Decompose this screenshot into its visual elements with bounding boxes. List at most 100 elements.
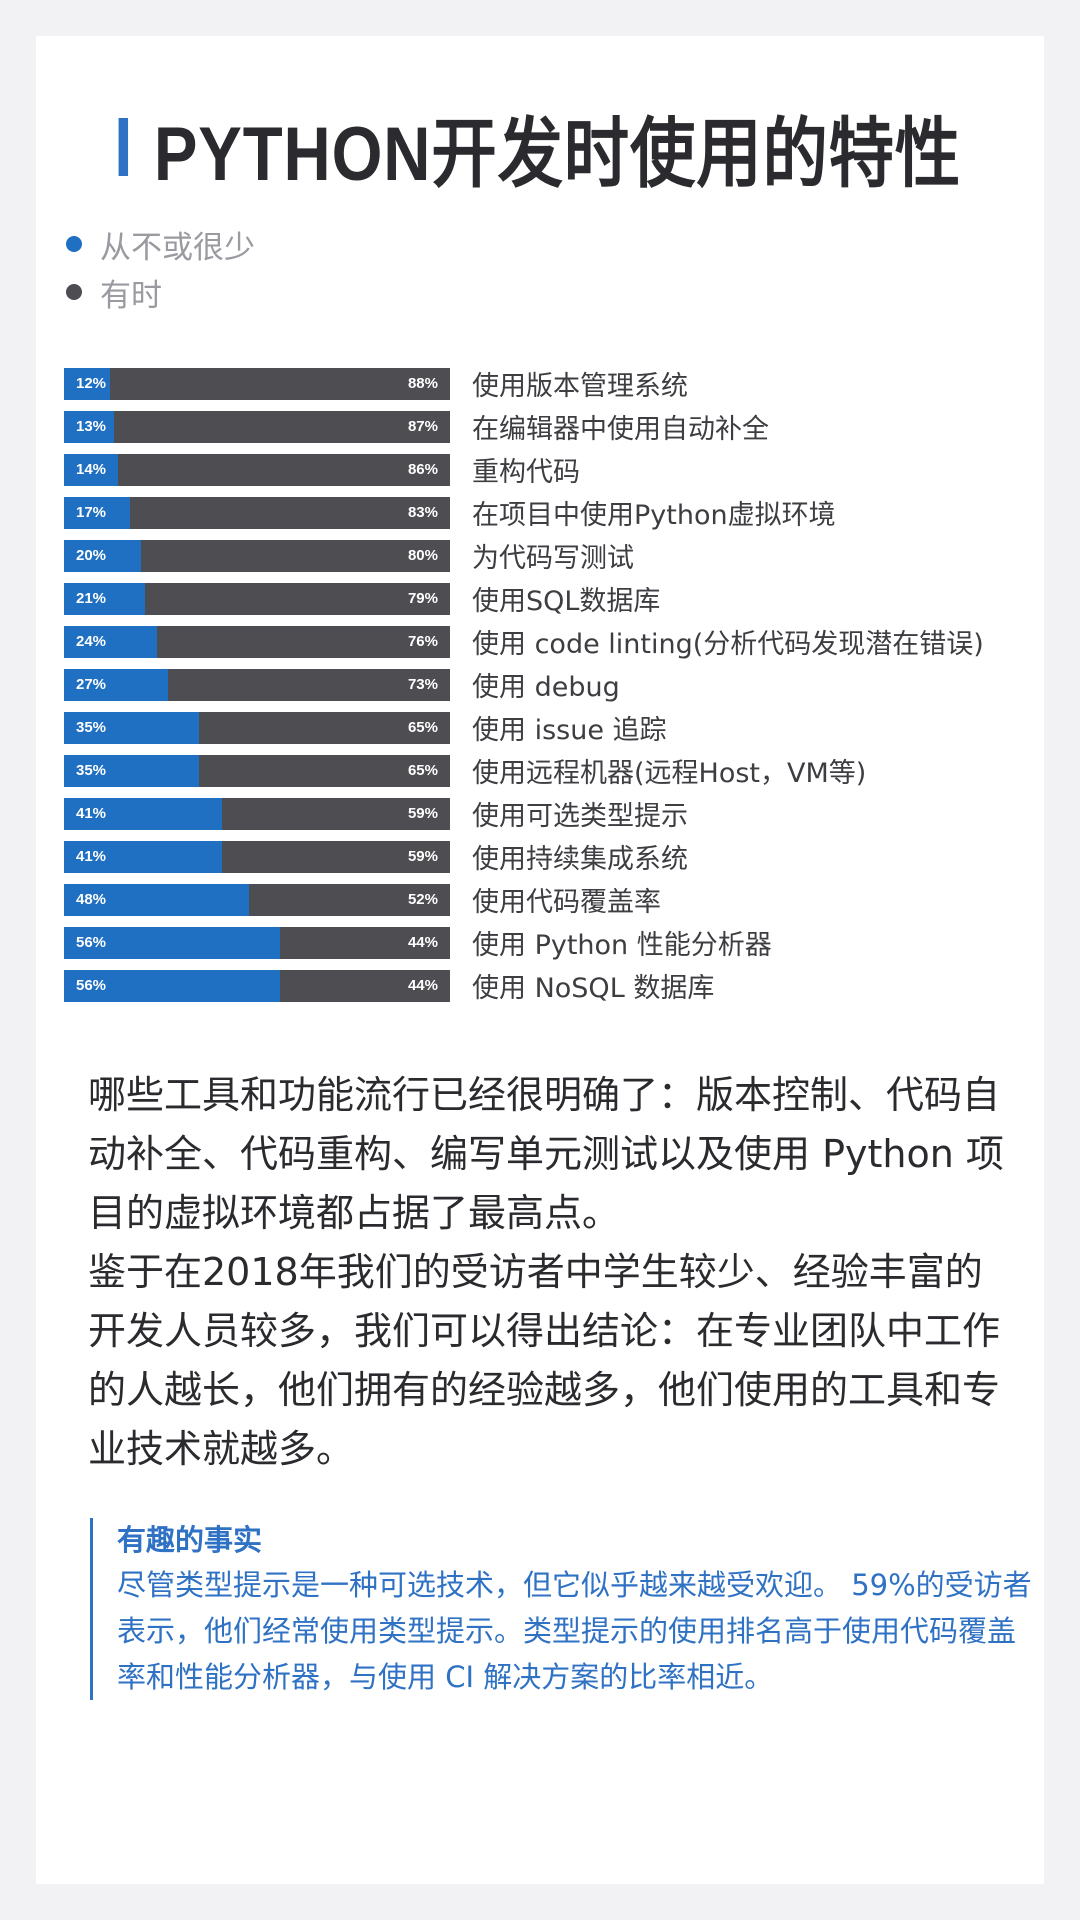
data-label-never: 41%	[76, 847, 107, 865]
body-text: 哪些工具和功能流行已经很明确了：版本控制、代码自动补全、代码重构、编写单元测试以…	[88, 1066, 1008, 1479]
data-label-never: 14%	[76, 460, 107, 478]
category-label: 使用版本管理系统	[472, 371, 688, 402]
category-label: 使用持续集成系统	[472, 844, 688, 875]
stacked-bar: 27% 73%	[64, 668, 450, 701]
bar-segment-never	[64, 453, 119, 486]
bar-segment-sometimes	[110, 367, 450, 400]
chart-row: 13% 87% 在编辑器中使用自动补全	[64, 405, 984, 448]
fun-fact-title: 有趣的事实	[117, 1523, 263, 1557]
chart-row: 41% 59% 使用可选类型提示	[64, 792, 984, 835]
chart-row: 12% 88% 使用版本管理系统	[64, 362, 984, 405]
legend-item-never: 从不或很少	[66, 220, 255, 268]
data-label-never: 12%	[76, 374, 107, 392]
stacked-bar: 12% 88%	[64, 367, 450, 400]
category-label: 使用 issue 追踪	[472, 715, 667, 746]
bar-segment-sometimes	[249, 883, 450, 916]
stacked-bar: 56% 44%	[64, 926, 450, 959]
bar-segment-never	[64, 625, 157, 658]
bar-segment-never	[64, 410, 115, 443]
data-label-never: 21%	[76, 589, 107, 607]
legend-label-never: 从不或很少	[100, 229, 255, 266]
category-label: 使用可选类型提示	[472, 801, 688, 832]
legend-item-sometimes: 有时	[66, 268, 255, 316]
stacked-bar: 35% 65%	[64, 711, 450, 744]
bar-segment-never	[64, 754, 200, 787]
data-label-sometimes: 73%	[407, 675, 438, 693]
data-label-never: 41%	[76, 804, 107, 822]
bar-segment-never	[64, 840, 223, 873]
stacked-bar: 13% 87%	[64, 410, 450, 443]
bar-segment-sometimes	[168, 668, 450, 701]
data-label-sometimes: 44%	[407, 976, 438, 994]
data-label-never: 35%	[76, 761, 107, 779]
title-section: PYTHON开发时使用的特性	[0, 92, 1080, 202]
bar-segment-never	[64, 926, 281, 959]
bar-segment-never	[64, 797, 223, 830]
chart-row: 35% 65% 使用 issue 追踪	[64, 706, 984, 749]
category-label: 为代码写测试	[472, 543, 634, 574]
stacked-bar: 48% 52%	[64, 883, 450, 916]
stacked-bar: 56% 44%	[64, 969, 450, 1002]
legend-swatch-never	[66, 236, 82, 252]
legend-swatch-sometimes	[66, 284, 82, 300]
bar-segment-sometimes	[141, 539, 450, 572]
bar-segment-sometimes	[129, 496, 450, 529]
data-label-sometimes: 59%	[407, 847, 438, 865]
category-label: 使用 code linting(分析代码发现潜在错误)	[472, 629, 984, 660]
category-label: 使用SQL数据库	[472, 586, 661, 617]
data-label-never: 27%	[76, 675, 107, 693]
bar-segment-sometimes	[118, 453, 450, 486]
chart-row: 35% 65% 使用远程机器(远程Host，VM等)	[64, 749, 984, 792]
stacked-bar: 35% 65%	[64, 754, 450, 787]
data-label-never: 35%	[76, 718, 107, 736]
legend-label-sometimes: 有时	[100, 277, 162, 314]
data-label-sometimes: 59%	[407, 804, 438, 822]
data-label-sometimes: 44%	[407, 933, 438, 951]
bar-segment-sometimes	[280, 926, 450, 959]
bar-segment-sometimes	[222, 840, 450, 873]
stacked-bar: 41% 59%	[64, 797, 450, 830]
bar-segment-never	[64, 883, 250, 916]
fun-fact-body: 尽管类型提示是一种可选技术，但它似乎越来越受欢迎。 59%的受访者表示，他们经常…	[117, 1568, 1032, 1694]
chart-row: 41% 59% 使用持续集成系统	[64, 835, 984, 878]
stacked-bar-chart: 12% 88% 使用版本管理系统 13% 87% 在编辑器中使用自动补全 14% 86% 重构代…	[64, 362, 984, 1007]
category-label: 使用 debug	[472, 672, 620, 703]
data-label-sometimes: 86%	[407, 460, 438, 478]
data-label-sometimes: 65%	[407, 718, 438, 736]
data-label-never: 56%	[76, 976, 107, 994]
chart-row: 21% 79% 使用SQL数据库	[64, 577, 984, 620]
data-label-sometimes: 88%	[407, 374, 438, 392]
chart-row: 56% 44% 使用 Python 性能分析器	[64, 921, 984, 964]
page-title-text: PYTHON开发时使用的特性	[153, 112, 962, 197]
fun-fact-callout: 有趣的事实 尽管类型提示是一种可选技术，但它似乎越来越受欢迎。 59%的受访者表…	[90, 1518, 1037, 1700]
data-label-never: 13%	[76, 417, 107, 435]
bar-segment-never	[64, 668, 169, 701]
chart-row: 27% 73% 使用 debug	[64, 663, 984, 706]
data-label-never: 56%	[76, 933, 107, 951]
category-label: 在编辑器中使用自动补全	[472, 414, 769, 445]
body-paragraph: 鉴于在2018年我们的受访者中学生较少、经验丰富的开发人员较多，我们可以得出结论…	[88, 1250, 1001, 1471]
bar-segment-sometimes	[280, 969, 450, 1002]
bar-segment-never	[64, 582, 146, 615]
title-accent-bar	[118, 118, 129, 176]
data-label-sometimes: 76%	[407, 632, 438, 650]
category-label: 重构代码	[472, 457, 580, 488]
content-card	[36, 36, 1044, 1884]
bar-segment-sometimes	[199, 754, 450, 787]
bar-segment-never	[64, 367, 111, 400]
bar-segment-never	[64, 496, 130, 529]
chart-legend: 从不或很少 有时	[66, 220, 255, 316]
category-label: 在项目中使用Python虚拟环境	[472, 500, 836, 531]
stacked-bar: 17% 83%	[64, 496, 450, 529]
chart-row: 14% 86% 重构代码	[64, 448, 984, 491]
body-paragraph: 哪些工具和功能流行已经很明确了：版本控制、代码自动补全、代码重构、编写单元测试以…	[88, 1073, 1004, 1235]
chart-row: 20% 80% 为代码写测试	[64, 534, 984, 577]
data-label-sometimes: 79%	[407, 589, 438, 607]
stacked-bar: 24% 76%	[64, 625, 450, 658]
data-label-never: 20%	[76, 546, 107, 564]
data-label-never: 48%	[76, 890, 107, 908]
category-label: 使用 NoSQL 数据库	[472, 973, 715, 1004]
stacked-bar: 21% 79%	[64, 582, 450, 615]
bar-segment-never	[64, 711, 200, 744]
bar-segment-never	[64, 969, 281, 1002]
